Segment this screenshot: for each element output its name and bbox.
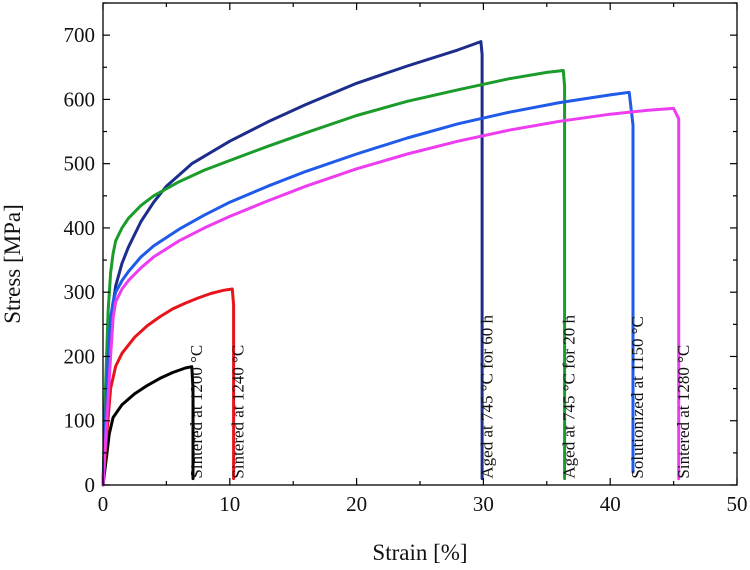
y-tick-label: 400 bbox=[64, 216, 96, 240]
x-tick-label: 40 bbox=[600, 492, 621, 516]
series-line-sintered-at-1240-c bbox=[101, 287, 236, 487]
y-tick-label: 0 bbox=[85, 473, 96, 497]
series-line-solutionized-at-1150-c bbox=[101, 90, 635, 487]
y-tick-label: 300 bbox=[64, 280, 96, 304]
annotation-sintered-at-1280-c: Sintered at 1280 °C bbox=[674, 345, 693, 479]
x-tick-label: 10 bbox=[219, 492, 240, 516]
x-tick-label: 20 bbox=[346, 492, 367, 516]
x-tick-label: 30 bbox=[473, 492, 494, 516]
annotation-aged-at-745-c-for-60-h: Aged at 745 °C for 60 h bbox=[477, 315, 496, 479]
y-tick-label: 700 bbox=[64, 23, 96, 47]
y-tick-label: 500 bbox=[64, 152, 96, 176]
annotation-layer: Sintered at 1200 °C Sintered at 1240 °C Ag… bbox=[187, 315, 693, 479]
series-line-sintered-at-1200-c bbox=[101, 365, 195, 487]
annotation-sintered-at-1240-c: Sintered at 1240 °C bbox=[229, 345, 248, 479]
y-tick-label: 200 bbox=[64, 344, 96, 368]
series-line-sintered-at-1280-c bbox=[101, 106, 681, 487]
series-layer bbox=[101, 40, 681, 487]
annotation-aged-at-745-c-for-20-h: Aged at 745 °C for 20 h bbox=[560, 315, 579, 479]
x-tick-label: 50 bbox=[727, 492, 748, 516]
y-tick-label: 100 bbox=[64, 409, 96, 433]
x-axis-title: Strain [%] bbox=[372, 540, 467, 565]
y-tick-label: 600 bbox=[64, 87, 96, 111]
series-line-aged-at-745-c-for-20-h bbox=[101, 69, 567, 487]
annotation-solutionized-at-1150-c: Solutionized at 1150 °C bbox=[628, 316, 647, 478]
annotation-sintered-at-1200-c: Sintered at 1200 °C bbox=[187, 345, 206, 479]
x-tick-label: 0 bbox=[98, 492, 109, 516]
y-axis-title: Stress [MPa] bbox=[0, 204, 25, 323]
